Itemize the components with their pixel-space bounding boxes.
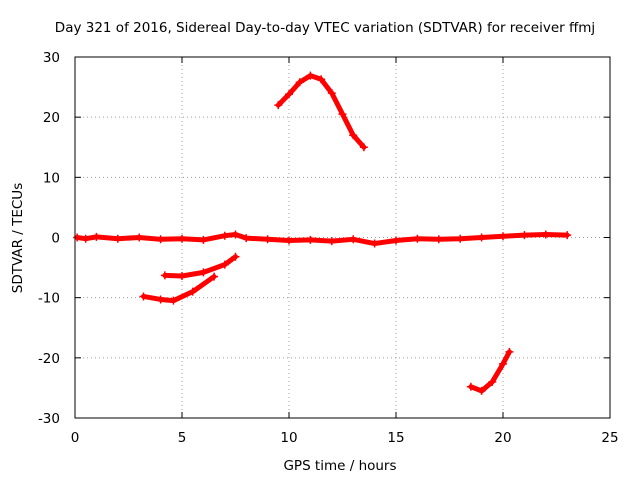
y-tick-label: -30: [38, 411, 60, 427]
data-point: [317, 75, 326, 84]
y-tick-label: -10: [38, 291, 60, 307]
x-tick-label: 0: [71, 430, 80, 446]
data-point: [499, 232, 507, 241]
data-point: [188, 287, 197, 296]
data-point: [338, 110, 347, 119]
x-tick-label: 25: [601, 430, 618, 446]
x-tick-label: 15: [387, 430, 404, 446]
data-point: [242, 234, 251, 243]
x-tick-label: 20: [494, 430, 511, 446]
data-point: [156, 235, 165, 244]
data-point: [178, 272, 186, 281]
y-tick-label: 20: [43, 110, 60, 126]
data-point: [263, 235, 272, 244]
series-mid-curve-b: [139, 272, 219, 305]
data-point: [73, 233, 82, 242]
series-main-band: [73, 230, 572, 248]
plot-frame: [74, 56, 611, 419]
data-point: [488, 377, 497, 386]
y-tick-label: 0: [51, 231, 60, 247]
data-point: [370, 239, 379, 248]
data-point: [477, 233, 486, 242]
data-point: [231, 252, 240, 261]
data-point: [477, 386, 486, 395]
data-point: [113, 234, 122, 243]
data-point: [349, 131, 358, 140]
data-point: [563, 231, 572, 240]
chart-title: Day 321 of 2016, Sidereal Day-to-day VTE…: [55, 20, 595, 36]
data-point: [306, 235, 315, 244]
data-point: [274, 101, 283, 110]
x-tick-label: 10: [280, 430, 297, 446]
data-point: [156, 295, 165, 304]
data-point: [456, 234, 465, 243]
series-upper-arc: [274, 71, 368, 152]
data-point: [285, 90, 293, 99]
data-point: [81, 234, 90, 243]
data-point: [135, 233, 144, 242]
data-point: [178, 234, 186, 243]
data-point: [160, 271, 169, 280]
data-point: [327, 237, 336, 246]
data-point: [295, 78, 304, 87]
data-point: [306, 71, 315, 80]
data-series: [73, 71, 572, 395]
data-point: [169, 296, 178, 305]
data-point: [139, 292, 148, 301]
data-point: [231, 230, 240, 239]
data-point: [210, 272, 219, 281]
data-point: [359, 143, 368, 152]
data-point: [434, 235, 443, 244]
x-axis-label: GPS time / hours: [283, 458, 396, 474]
series-lower-arc: [466, 347, 514, 395]
data-point: [220, 231, 229, 240]
y-tick-label: 30: [43, 50, 60, 66]
data-point: [327, 89, 336, 98]
data-point: [220, 260, 229, 269]
data-point: [505, 347, 514, 356]
y-axis-label: SDTVAR / TECUs: [10, 183, 26, 293]
data-point: [92, 232, 101, 241]
data-point: [349, 235, 358, 244]
data-point: [413, 234, 422, 243]
data-point: [285, 236, 293, 245]
data-point: [541, 230, 550, 239]
data-point: [199, 268, 208, 277]
data-point: [520, 231, 529, 240]
x-tick-label: 5: [178, 430, 187, 446]
data-point: [499, 359, 507, 368]
y-tick-label: 10: [43, 170, 60, 186]
y-tick-label: -20: [38, 351, 60, 367]
data-point: [466, 382, 475, 391]
data-point: [392, 236, 400, 245]
series-mid-curve-a: [160, 252, 240, 281]
data-point: [199, 235, 208, 244]
